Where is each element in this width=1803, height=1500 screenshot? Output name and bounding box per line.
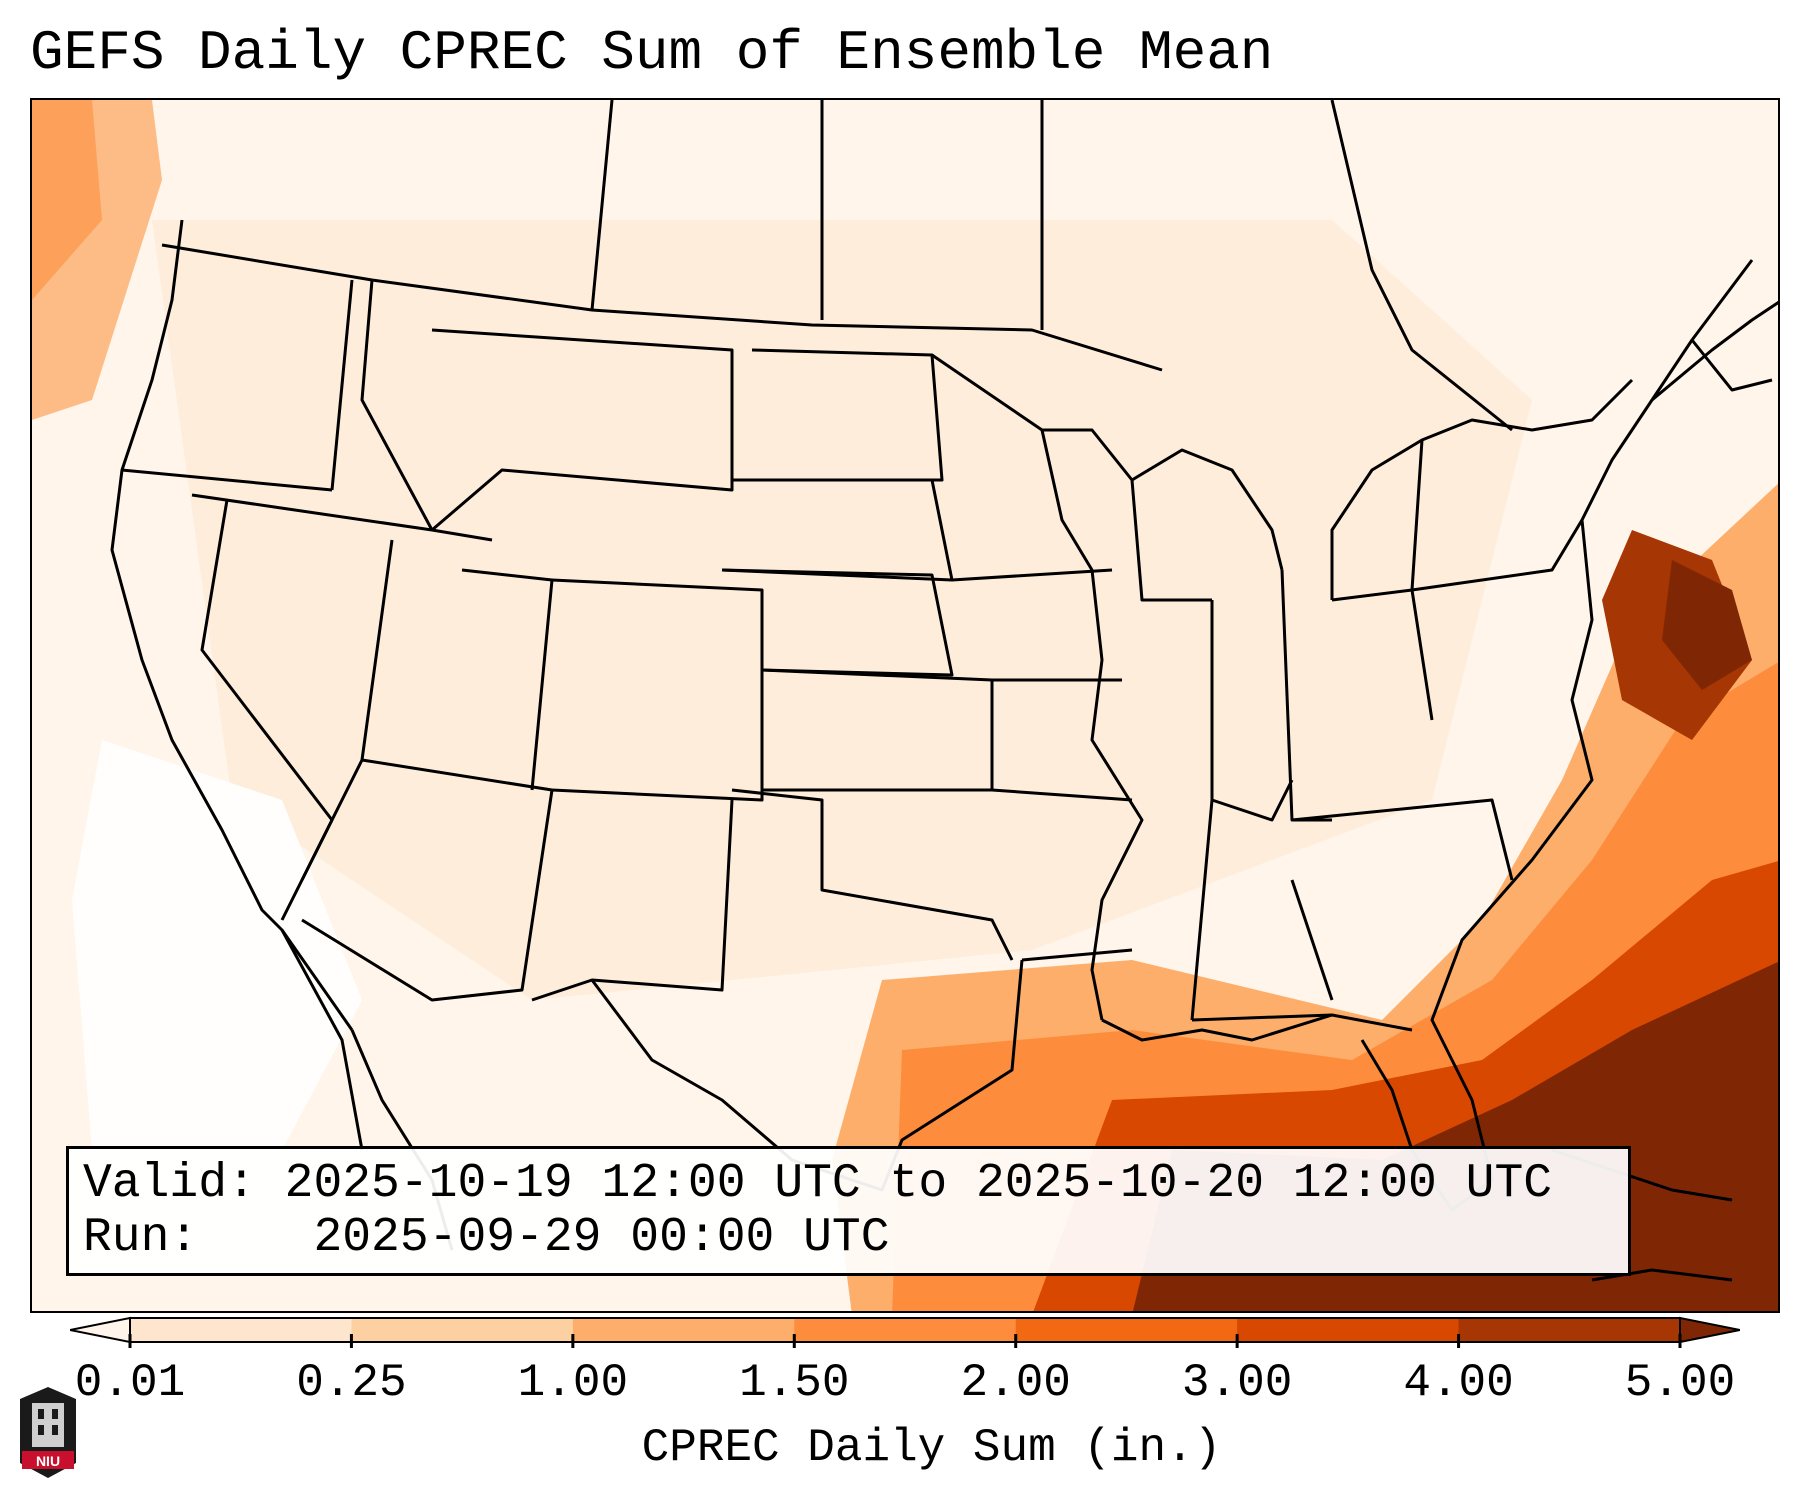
colorbar xyxy=(70,1316,1740,1344)
precip-map xyxy=(30,98,1780,1313)
colorbar-segment xyxy=(1015,1318,1238,1342)
colorbar-segment xyxy=(572,1318,795,1342)
valid-label: Valid: xyxy=(83,1157,256,1211)
colorbar-tick-label: 3.00 xyxy=(1181,1357,1293,1409)
info-box: Valid: 2025-10-19 12:00 UTC to 2025-10-2… xyxy=(66,1146,1631,1276)
run-label: Run: xyxy=(83,1211,199,1265)
colorbar-segment xyxy=(130,1318,352,1342)
state-boundaries xyxy=(110,100,1778,1282)
valid-value: 2025-10-19 12:00 UTC to 2025-10-20 12:00… xyxy=(284,1157,1553,1211)
valid-line: Valid: 2025-10-19 12:00 UTC to 2025-10-2… xyxy=(83,1157,1614,1211)
precip-light-zone xyxy=(152,220,1532,1000)
map-title: GEFS Daily CPREC Sum of Ensemble Mean xyxy=(30,21,1274,85)
colorbar-tick-label: 0.01 xyxy=(74,1357,186,1409)
niu-tower-logo-icon: NIU xyxy=(20,1387,76,1478)
colorbar-tick-label: 2.00 xyxy=(960,1357,1071,1409)
colorbar-segment xyxy=(794,1318,1017,1342)
colorbar-segment xyxy=(1237,1318,1460,1342)
colorbar-tick-label: 1.50 xyxy=(739,1357,850,1409)
colorbar-tick-label: 4.00 xyxy=(1403,1357,1514,1409)
colorbar-label: CPREC Daily Sum (in.) xyxy=(641,1422,1222,1474)
precip-pacific-nw-core xyxy=(32,100,102,300)
colorbar-outline xyxy=(129,1317,1681,1343)
colorbar-segment xyxy=(351,1318,574,1342)
colorbar-tick-label: 5.00 xyxy=(1624,1357,1736,1409)
precip-atlantic-max xyxy=(1662,560,1752,690)
colorbar-segment xyxy=(1458,1318,1681,1342)
colorbar-ticks xyxy=(128,1334,1682,1348)
colorbar-tick-label: 1.00 xyxy=(517,1357,629,1409)
run-line: Run: 2025-09-29 00:00 UTC xyxy=(83,1211,1614,1265)
logo-text: NIU xyxy=(36,1453,60,1469)
precip-dry-zone xyxy=(72,740,362,1150)
colorbar-tick-label: 0.25 xyxy=(296,1357,407,1409)
run-value: 2025-09-29 00:00 UTC xyxy=(313,1211,890,1265)
